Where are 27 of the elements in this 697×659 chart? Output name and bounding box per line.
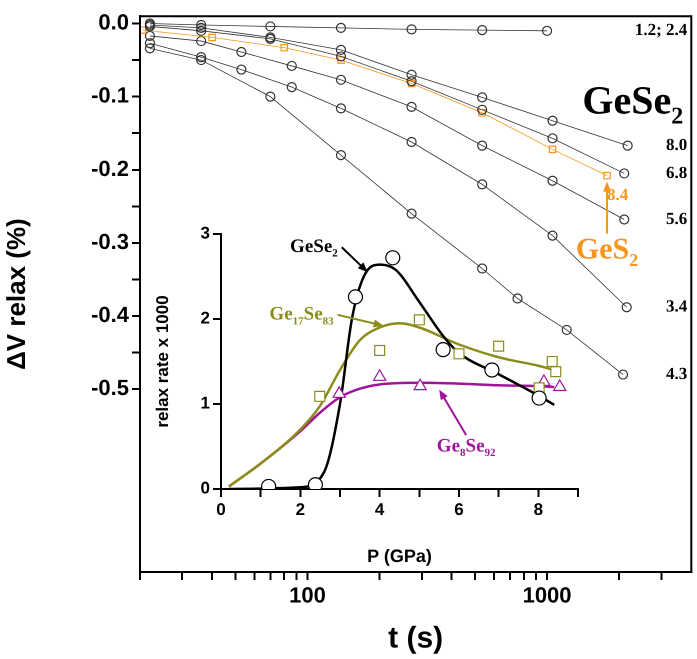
y-tick-label: 2	[200, 308, 210, 328]
text: 5.6	[666, 208, 688, 228]
y-tick-label: 0	[200, 478, 210, 498]
y-tick-label: -0.4	[91, 302, 130, 328]
text: 1.2; 2.4	[634, 20, 688, 40]
y-tick-label: 3	[200, 224, 210, 243]
y-axis-title: ΔV relax (%)	[0, 218, 31, 370]
text: 6.8	[666, 162, 688, 182]
x-tick-label: 1000	[522, 582, 572, 608]
y-axis-title: relax rate x 1000	[152, 295, 172, 428]
y-tick-label: -0.2	[91, 156, 129, 181]
x-tick-label: 2	[296, 500, 306, 519]
x-tick-label: 4	[374, 500, 385, 519]
y-tick-label: 1	[200, 394, 210, 413]
y-tick-label: 0.0	[98, 10, 129, 35]
x-axis-title: t (s)	[388, 621, 444, 654]
x-axis-title: P (GPa)	[367, 546, 432, 566]
x-tick-label: 8	[534, 500, 544, 519]
y-tick-label: -0.3	[91, 228, 129, 254]
x-tick-label: 0	[216, 500, 226, 519]
text: 4.3	[666, 364, 688, 383]
x-tick-label: 100	[289, 582, 326, 608]
y-tick-label: -0.1	[91, 82, 129, 108]
series-label: 8.0	[666, 135, 688, 154]
text: 3.4	[666, 296, 688, 316]
x-tick-label: 6	[454, 500, 464, 519]
y-tick-label: -0.5	[91, 375, 129, 400]
